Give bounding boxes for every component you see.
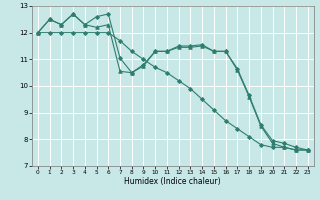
X-axis label: Humidex (Indice chaleur): Humidex (Indice chaleur) — [124, 177, 221, 186]
